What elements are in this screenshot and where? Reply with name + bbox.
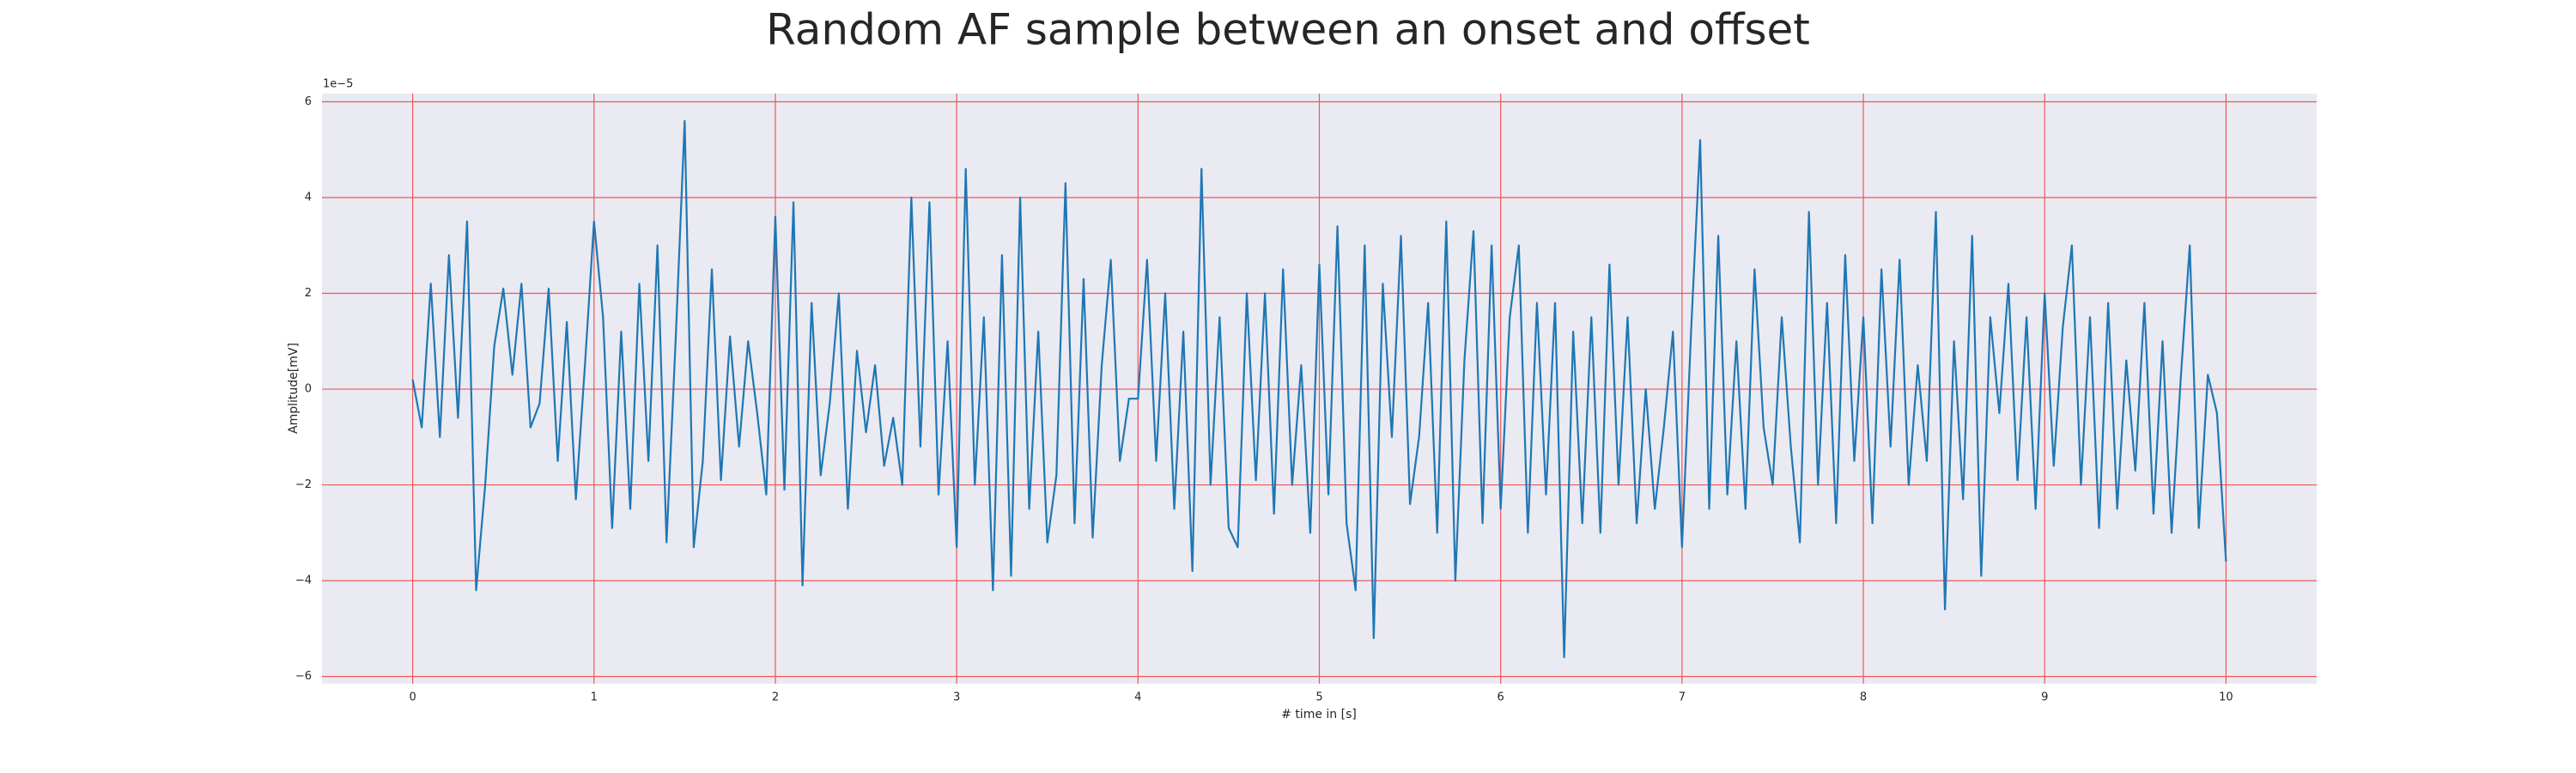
- y-tick-label: −6: [295, 670, 312, 683]
- y-offset-label: 1e−5: [323, 78, 353, 91]
- y-axis-label: Amplitude[mV]: [287, 343, 301, 434]
- x-axis-label: # time in [s]: [1281, 708, 1357, 721]
- y-tick-label: −4: [295, 575, 312, 587]
- x-tick-label: 2: [772, 691, 779, 704]
- x-tick-label: 4: [1134, 691, 1141, 704]
- y-tick-label: 4: [305, 192, 312, 204]
- x-tick-label: 7: [1679, 691, 1686, 704]
- x-tick-label: 6: [1498, 691, 1504, 704]
- y-tick-label: 6: [305, 95, 312, 108]
- x-tick-label: 0: [409, 691, 416, 704]
- y-tick-label: 0: [305, 383, 312, 396]
- y-tick-label: 2: [305, 287, 312, 300]
- chart-title: Random AF sample between an onset and of…: [766, 5, 1810, 55]
- x-tick-label: 10: [2219, 691, 2233, 704]
- y-tick-label: −2: [295, 478, 312, 491]
- x-tick-label: 3: [953, 691, 960, 704]
- x-tick-label: 9: [2041, 691, 2048, 704]
- x-tick-label: 1: [591, 691, 598, 704]
- x-tick-label: 5: [1315, 691, 1322, 704]
- x-tick-label: 8: [1860, 691, 1867, 704]
- data-line: [411, 119, 2227, 659]
